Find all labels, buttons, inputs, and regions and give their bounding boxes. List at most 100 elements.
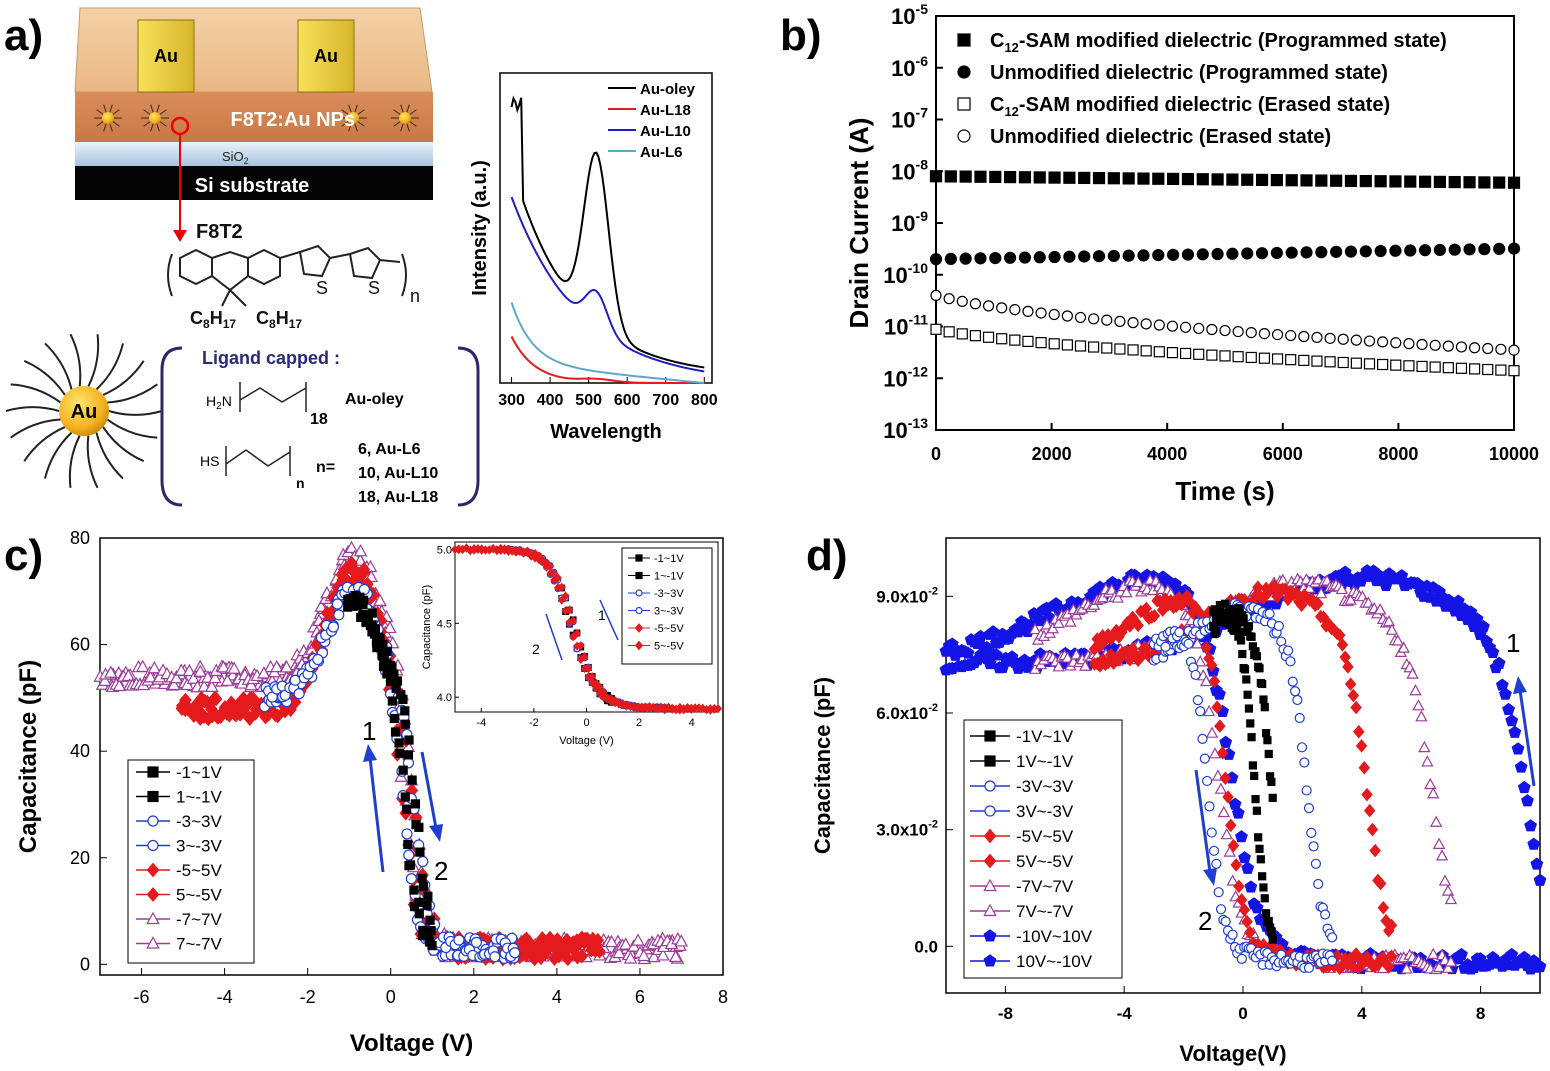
d-point (1267, 928, 1276, 937)
d-point (1301, 785, 1312, 796)
c-point (121, 668, 136, 682)
d-point (1268, 793, 1277, 802)
d-y-tick-label: 6.0x10-2 (876, 702, 938, 723)
d-point (1412, 699, 1425, 711)
panel-b: b) 0 2000 4000 6000 8000 1000010-510-610-710-… (780, 1, 1539, 506)
b-point (974, 252, 987, 265)
c-legend-marker (146, 936, 160, 949)
b-point (989, 170, 1002, 184)
b-point (944, 170, 957, 183)
repeat-n: n (410, 286, 420, 306)
d-point (1527, 837, 1541, 850)
b-point (1211, 173, 1224, 186)
c-inset-legend-marker (635, 554, 643, 562)
d-point (1246, 719, 1255, 728)
amine-chain (239, 382, 307, 412)
c-point (561, 951, 575, 967)
ligand-title: Ligand capped : (202, 348, 340, 368)
ligand-chain (68, 435, 81, 488)
panel-d-label: d) (806, 531, 848, 580)
b-point (1315, 174, 1328, 187)
d-point (1046, 622, 1059, 634)
d-point (1219, 771, 1232, 786)
d-point (1200, 640, 1212, 655)
d-point (1342, 660, 1354, 674)
c-point (357, 562, 371, 577)
ligand-box: Ligand capped : H2N 18 Au-oley HS n n= 6… (160, 346, 480, 507)
d-point (1216, 746, 1229, 760)
d-point (1299, 757, 1310, 768)
device-stack: Au Au F8T2:Au NPs SiO2 Si substrate (74, 7, 433, 242)
d-point (1220, 827, 1233, 840)
b-point (929, 253, 943, 266)
b-point (1377, 336, 1389, 348)
b-point (1088, 341, 1100, 353)
bracket-right (401, 253, 407, 297)
ligand-chain (44, 342, 73, 390)
electrode-right (297, 19, 355, 93)
b-legend-pre: C (990, 94, 1004, 116)
d-point (1252, 580, 1264, 594)
d-point (1192, 604, 1204, 618)
d-point (1303, 581, 1316, 593)
c-point (403, 849, 415, 861)
c-y-tick-label: 40 (70, 741, 90, 761)
c-inset-point (550, 575, 558, 585)
c-point (631, 933, 645, 946)
c-point (387, 696, 397, 706)
d-point (1255, 664, 1264, 673)
d-point (1140, 601, 1153, 616)
b-y-tick-base: 10 (883, 418, 907, 443)
b-point (1350, 334, 1362, 346)
b-point (1418, 244, 1432, 257)
oxide-label-sub: 2 (244, 156, 249, 166)
b-legend-post: -SAM modified dielectric (Erased state) (1019, 94, 1390, 116)
ligand-chain (44, 431, 73, 479)
b-point (1285, 354, 1297, 366)
d-point (1517, 780, 1531, 794)
b-point (959, 170, 972, 183)
d-point (1202, 775, 1213, 787)
d-point (1064, 615, 1077, 627)
d-legend-label: -5V~5V (1016, 827, 1074, 846)
c-inset-point (576, 654, 585, 665)
b-point (1179, 347, 1192, 360)
c-inset-point (569, 632, 578, 642)
b-point (1226, 247, 1239, 260)
b-point (1448, 175, 1461, 189)
b-point (1311, 355, 1323, 367)
d-point (1435, 849, 1449, 861)
b-legend-post: -SAM modified dielectric (Programmed sta… (1019, 30, 1447, 52)
b-point (1035, 307, 1047, 319)
d-point (1213, 887, 1224, 898)
d-point (1377, 900, 1390, 915)
c-point (403, 839, 413, 850)
d-point (1427, 787, 1440, 799)
thiol-head: HS (200, 453, 219, 469)
b-point (1463, 176, 1476, 189)
b-point (1315, 246, 1328, 259)
np-dot (149, 112, 161, 124)
b-y-tick-base: 10 (883, 263, 907, 288)
c-inset-point (523, 547, 532, 558)
sc1-h: H (210, 308, 223, 328)
d-point (1208, 674, 1221, 689)
b-point (1374, 175, 1387, 188)
electrode-left (137, 19, 195, 93)
c-inset-y-tick-label: 4.0 (437, 692, 452, 704)
d-point (1247, 733, 1256, 742)
b-point (1048, 250, 1061, 264)
uv-x-tick-label: 300 (498, 392, 525, 409)
b-point (974, 170, 987, 183)
c-point (244, 677, 258, 691)
c-inset-y-tick-label: 4.5 (437, 618, 452, 630)
d-point (1511, 742, 1525, 755)
c-point (470, 936, 483, 948)
c-point (312, 653, 324, 666)
b-point (943, 293, 955, 305)
ligand-chain (107, 383, 158, 404)
b-point (1063, 171, 1076, 184)
ligand-chain (102, 360, 145, 396)
b-point (1468, 363, 1481, 375)
